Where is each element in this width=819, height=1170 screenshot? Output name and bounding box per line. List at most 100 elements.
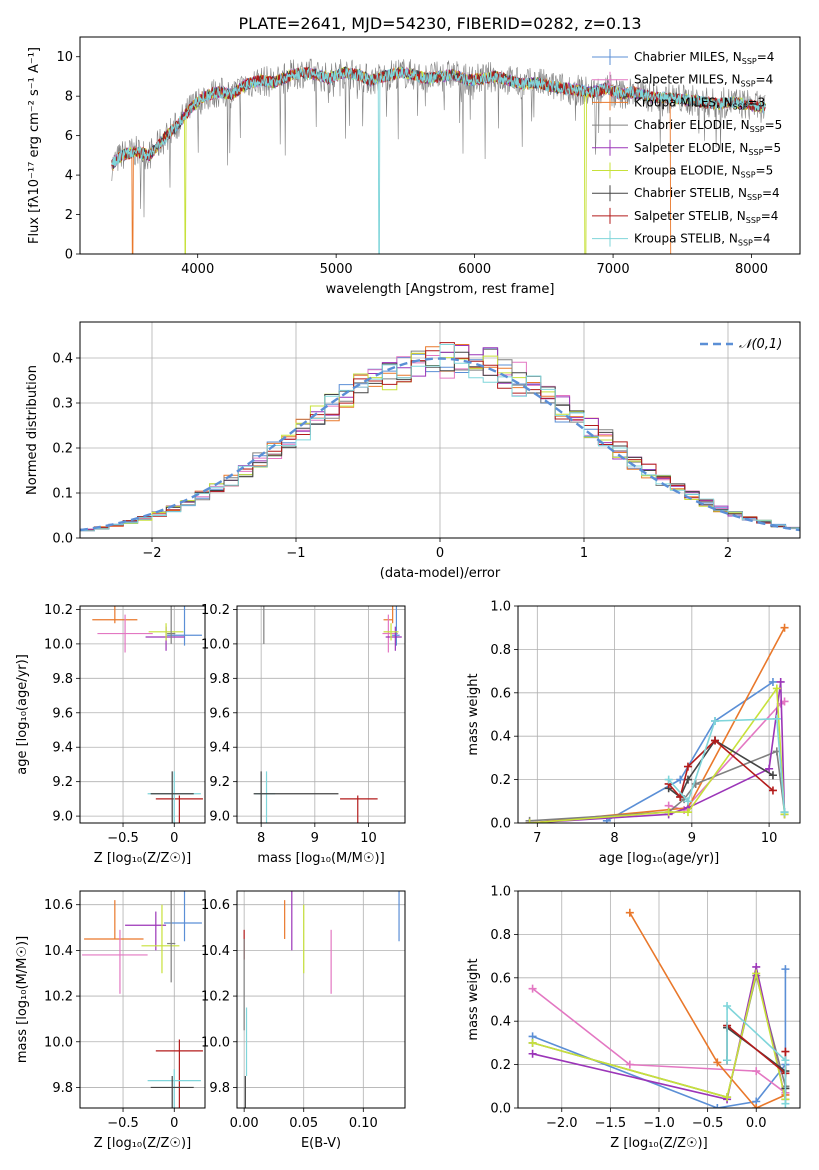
legend-label: Salpeter MILES, NSSP=4 xyxy=(634,73,773,89)
weight_vs_Z-point-marker xyxy=(781,1047,790,1056)
weight_vs_age-lines xyxy=(525,623,789,823)
spectrum-ytick-label: 2 xyxy=(65,208,73,223)
weight_vs_age-ytick-label: 0.2 xyxy=(490,773,511,788)
age_vs_mass-ytick-label: 9.0 xyxy=(209,810,230,825)
age_vs_Z-ytick-label: 9.2 xyxy=(52,775,73,790)
legend-label: Kroupa STELIB, NSSP=4 xyxy=(634,232,771,248)
weight_vs_Z-point-marker xyxy=(752,1104,761,1108)
weight_vs_Z-ylabel: mass weight xyxy=(466,958,481,1040)
age_vs_Z-ytick-label: 9.0 xyxy=(52,810,73,825)
weight_vs_Z-series-line xyxy=(532,987,786,1094)
mass_vs_ebv-xtick-label: 0.05 xyxy=(289,1116,318,1131)
mass_vs_Z-frame xyxy=(79,890,206,1109)
figure-title: PLATE=2641, MJD=54230, FIBERID=0282, z=0… xyxy=(238,14,641,33)
age_vs_mass-ytick-label: 9.8 xyxy=(209,672,230,687)
weight_vs_Z-xlabel: Z [log₁₀(Z/Z☉)] xyxy=(610,1136,707,1151)
spectrum-lines xyxy=(111,58,766,254)
weight_vs_age-ytick-label: 0.6 xyxy=(490,686,511,701)
mass_vs_Z-axes xyxy=(76,891,205,1112)
residual-hist-step xyxy=(80,351,800,532)
age_vs_mass-xtick-label: 8 xyxy=(257,831,265,846)
weight_vs_Z-axes xyxy=(514,890,800,1112)
gauss-curve xyxy=(80,357,800,532)
spectrum-ytick-label: 6 xyxy=(65,129,73,144)
age_vs_mass-points xyxy=(253,606,402,823)
weight_vs_age-ytick-label: 0.8 xyxy=(490,643,511,658)
weight_vs_age-point-marker xyxy=(772,684,781,693)
weight_vs_age-series-line xyxy=(668,700,785,811)
weight_vs_Z-ytick-label: 0.0 xyxy=(490,1102,511,1117)
weight_vs_age-frame xyxy=(517,605,801,824)
weight_vs_Z-point-marker xyxy=(781,965,790,974)
weight_vs_Z-point-marker xyxy=(713,1058,722,1067)
age_vs_mass-ytick-label: 9.6 xyxy=(209,706,230,721)
residuals-ytick-label: 0.0 xyxy=(52,532,73,547)
age_vs_Z-xtick-label: 0 xyxy=(170,831,178,846)
weight_vs_Z-series-line xyxy=(726,1004,787,1104)
weight_vs_Z-point-marker xyxy=(723,1093,732,1102)
age_vs_Z-xtick-label: −0.5 xyxy=(107,831,139,846)
weight_vs_age-ylabel: mass weight xyxy=(466,673,481,755)
weight_vs_age-ytick-label: 1.0 xyxy=(490,600,511,615)
legend-label: Kroupa ELODIE, NSSP=5 xyxy=(634,164,773,180)
weight_vs_age-series-line xyxy=(529,686,786,823)
weight_vs_Z-point-marker xyxy=(781,1056,790,1065)
mass_vs_ebv-xtick-label: 0.00 xyxy=(230,1116,259,1131)
weight_vs_Z-xtick-label: −2.0 xyxy=(546,1116,578,1131)
mass_vs_ebv-frame xyxy=(236,890,406,1109)
age_vs_mass-ytick-label: 9.4 xyxy=(209,741,230,756)
residuals-ytick-label: 0.4 xyxy=(52,352,73,367)
weight_vs_age-xtick-label: 7 xyxy=(533,831,541,846)
weight_vs_Z-point-marker xyxy=(625,1060,634,1069)
mass_vs_ebv-ytick-label: 10.0 xyxy=(201,1035,230,1050)
mass_vs_Z-ytick-label: 10.4 xyxy=(44,944,73,959)
weight_vs_age-point-marker xyxy=(780,808,789,817)
residual-hist-step xyxy=(80,344,800,532)
weight_vs_age-point-marker xyxy=(780,623,789,632)
weight_vs_age-series-line xyxy=(668,717,786,813)
age_vs_Z-xlabel: Z [log₁₀(Z/Z☉)] xyxy=(94,851,191,866)
age_vs_Z-ytick-label: 10.0 xyxy=(44,637,73,652)
age_vs_Z-points xyxy=(92,606,203,823)
gauss-legend-label: 𝒩(0,1) xyxy=(739,337,782,352)
weight_vs_age-xtick-label: 10 xyxy=(761,831,778,846)
weight_vs_age-axes xyxy=(514,605,800,827)
mass_vs_Z-ytick-label: 10.0 xyxy=(44,1035,73,1050)
weight_vs_Z-ytick-label: 0.2 xyxy=(490,1058,511,1073)
weight_vs_age-point-marker xyxy=(676,792,685,801)
weight_vs_Z-lines xyxy=(528,908,790,1108)
age_vs_Z-ytick-label: 9.8 xyxy=(52,672,73,687)
spectrum-xtick-label: 6000 xyxy=(458,262,491,277)
residuals-xlabel: (data-model)/error xyxy=(380,566,501,581)
weight_vs_Z-series-line xyxy=(532,973,787,1100)
spectrum-ytick-label: 10 xyxy=(56,50,73,65)
weight_vs_Z-point-marker xyxy=(752,1067,761,1076)
weight_vs_age-series-line xyxy=(529,681,786,823)
legend-label: Kroupa MILES, NSSP=3 xyxy=(634,95,765,111)
age_vs_Z-ytick-label: 9.4 xyxy=(52,741,73,756)
age_vs_mass-xlabel: mass [log₁₀(M/M☉)] xyxy=(257,851,384,866)
spectrum-model-line xyxy=(111,66,766,254)
spectrum-xtick-label: 8000 xyxy=(735,262,768,277)
legend-label: Salpeter ELODIE, NSSP=5 xyxy=(634,141,781,157)
weight_vs_age-point-marker xyxy=(683,762,692,771)
mass_vs_ebv-ytick-label: 10.2 xyxy=(201,990,230,1005)
spectrum-model-line xyxy=(111,66,672,170)
spectrum-model-line xyxy=(111,66,672,169)
weight_vs_Z-frame xyxy=(517,890,801,1109)
age_vs_Z-frame xyxy=(79,605,206,824)
mass_vs_Z-xtick-label: −0.5 xyxy=(107,1116,139,1131)
legend-label: Chabrier STELIB, NSSP=4 xyxy=(634,186,780,202)
residual-hists xyxy=(80,342,800,532)
weight_vs_Z-point-marker xyxy=(713,1104,722,1108)
weight_vs_age-ytick-label: 0.0 xyxy=(490,817,511,832)
residuals-xtick-label: 2 xyxy=(724,546,732,561)
weight_vs_Z-point-marker xyxy=(528,1049,537,1058)
mass_vs_Z-ytick-label: 10.6 xyxy=(44,898,73,913)
weight_vs_age-point-marker xyxy=(765,764,774,773)
weight_vs_age-xlabel: age [log₁₀(age/yr)] xyxy=(599,851,720,866)
spectrum-xtick-label: 7000 xyxy=(597,262,630,277)
legend-label: Chabrier MILES, NSSP=4 xyxy=(634,50,774,66)
residuals-ytick-label: 0.2 xyxy=(52,442,73,457)
age_vs_mass-xtick-label: 10 xyxy=(360,831,377,846)
